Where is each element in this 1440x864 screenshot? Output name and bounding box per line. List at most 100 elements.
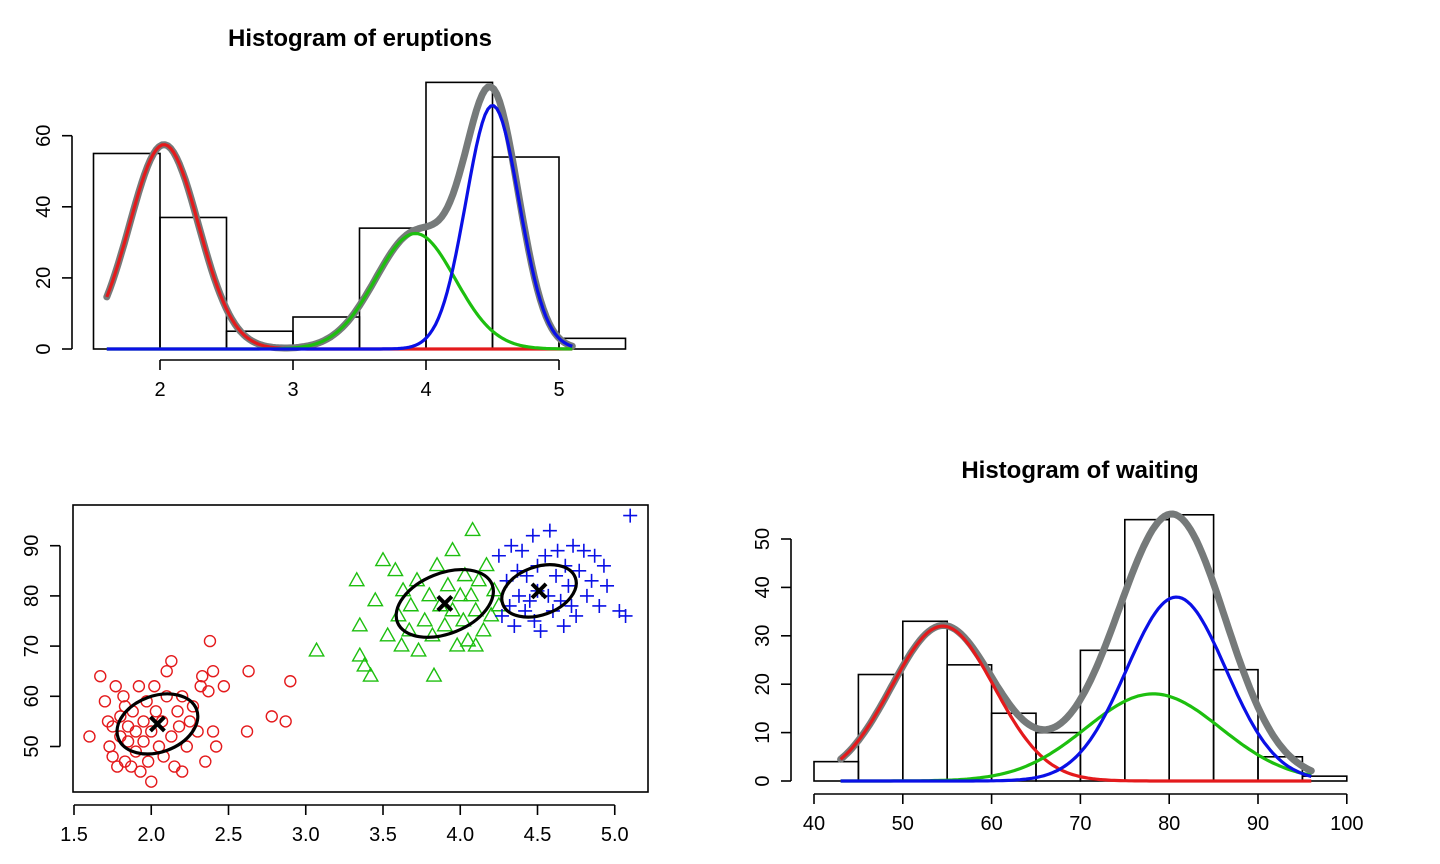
cluster-1-point [124, 760, 138, 773]
eruptions-waiting-scatter-panel: 1.5 2.0 2.5 3.0 3.5 4.0 4.5 5.0 50 60 70 80 90 [21, 504, 649, 846]
cluster-1-point [265, 710, 278, 723]
histogram-bar [813, 760, 860, 782]
cluster-2-point [467, 636, 485, 652]
x-tick-label: 1.5 [60, 824, 88, 846]
y-tick-label: 60 [21, 685, 43, 707]
plot-frame [72, 504, 649, 793]
cluster-2-ellipse [394, 567, 496, 639]
cluster-3-point [592, 598, 607, 613]
cluster-1-point [168, 760, 181, 773]
cluster-1-point [117, 690, 130, 703]
y-tick-label: 0 [33, 343, 55, 354]
cluster-2-point [436, 616, 454, 632]
histogram-bar [1301, 775, 1348, 782]
cluster-3-point [549, 568, 564, 583]
cluster-2-point [402, 596, 420, 612]
x-tick-label: 60 [980, 813, 1002, 835]
cluster-2-point [386, 561, 404, 577]
cluster-1-point [206, 725, 220, 738]
cluster-1-point [137, 735, 150, 748]
cluster-1-point [129, 725, 143, 738]
x-tick-label: 80 [1158, 813, 1180, 835]
x-tick-label: 3 [287, 379, 298, 401]
cluster-1-point [279, 715, 292, 728]
cluster-2-point [425, 666, 443, 682]
component-2-density-curve [106, 231, 573, 351]
cluster-2-point [348, 571, 366, 587]
cluster-3-center-marker [530, 582, 548, 600]
eruptions-histogram-title: Histogram of eruptions [228, 25, 492, 52]
cluster-1-point [121, 720, 135, 733]
cluster-1-point [141, 755, 155, 768]
cluster-1-point [94, 670, 107, 683]
cluster-2-point [351, 616, 369, 632]
cluster-2-point [356, 656, 373, 672]
cluster-3-point [579, 588, 594, 603]
cluster-1-point [196, 670, 209, 683]
cluster-1-point [137, 715, 150, 728]
x-tick-label: 90 [1247, 813, 1269, 835]
cluster-2-point [428, 556, 446, 572]
cluster-2-point [366, 591, 384, 607]
y-tick-label: 90 [21, 535, 43, 557]
x-tick-label: 5.0 [601, 824, 629, 846]
cluster-3-point [507, 619, 522, 634]
component-3-density-curve [106, 104, 573, 351]
component-1-density-curve [105, 143, 573, 351]
cluster-1-point [194, 680, 207, 693]
cluster-2-point [439, 576, 457, 592]
cluster-3-point [511, 588, 526, 603]
cluster-1-point [103, 740, 116, 753]
cluster-3-point [584, 573, 599, 588]
histogram-bar [558, 337, 627, 350]
cluster-1-point [145, 725, 158, 738]
y-tick-label: 50 [752, 528, 774, 550]
cluster-2-center-marker [436, 595, 454, 612]
cluster-1-point [180, 740, 193, 753]
x-tick-label: 4 [420, 379, 431, 401]
histogram-bar [1168, 513, 1215, 782]
x-tick-label: 2.0 [137, 824, 165, 846]
y-tick-label: 20 [33, 267, 55, 289]
cluster-2-point [467, 601, 485, 617]
cluster-1-point [240, 725, 254, 738]
cluster-1-point [149, 705, 163, 718]
cluster-1-point [203, 634, 217, 648]
cluster-1-point [109, 680, 122, 693]
cluster-2-point [420, 586, 438, 602]
eruptions-histogram-panel: Histogram of eruptions 2 3 4 5 0 20 40 60 [33, 25, 627, 401]
cluster-1-point [83, 730, 96, 743]
cluster-2-point [459, 631, 477, 647]
y-tick-label: 70 [21, 635, 43, 657]
cluster-2-point [464, 521, 482, 537]
cluster-2-point [444, 541, 461, 557]
y-tick-label: 0 [752, 775, 774, 786]
cluster-1-point [202, 685, 215, 698]
cluster-3-point [564, 598, 579, 613]
cluster-3-point [522, 593, 537, 608]
cluster-2-point [379, 626, 397, 642]
cluster-3-point [618, 608, 633, 623]
cluster-1-point [134, 765, 147, 778]
cluster-1-point [217, 680, 231, 693]
cluster-1-center-marker [149, 715, 166, 733]
cluster-1-point [121, 735, 135, 748]
cluster-1-point [172, 720, 186, 733]
y-tick-label: 20 [752, 673, 774, 695]
cluster-1-point [111, 760, 124, 773]
cluster-1-point [160, 665, 173, 678]
cluster-2-point [475, 621, 492, 637]
cluster-1-ellipse [115, 692, 200, 756]
cluster-1-point [175, 765, 189, 778]
cluster-2-point [400, 621, 418, 637]
cluster-1-point [165, 654, 178, 668]
cluster-3-point [491, 548, 506, 563]
y-tick-label: 50 [21, 735, 43, 757]
cluster-1-point [132, 680, 146, 693]
cluster-3-point [566, 538, 581, 553]
y-tick-label: 80 [21, 585, 43, 607]
histogram-bar [1124, 518, 1171, 782]
cluster-3-point [542, 523, 557, 538]
cluster-2-point [362, 666, 380, 682]
